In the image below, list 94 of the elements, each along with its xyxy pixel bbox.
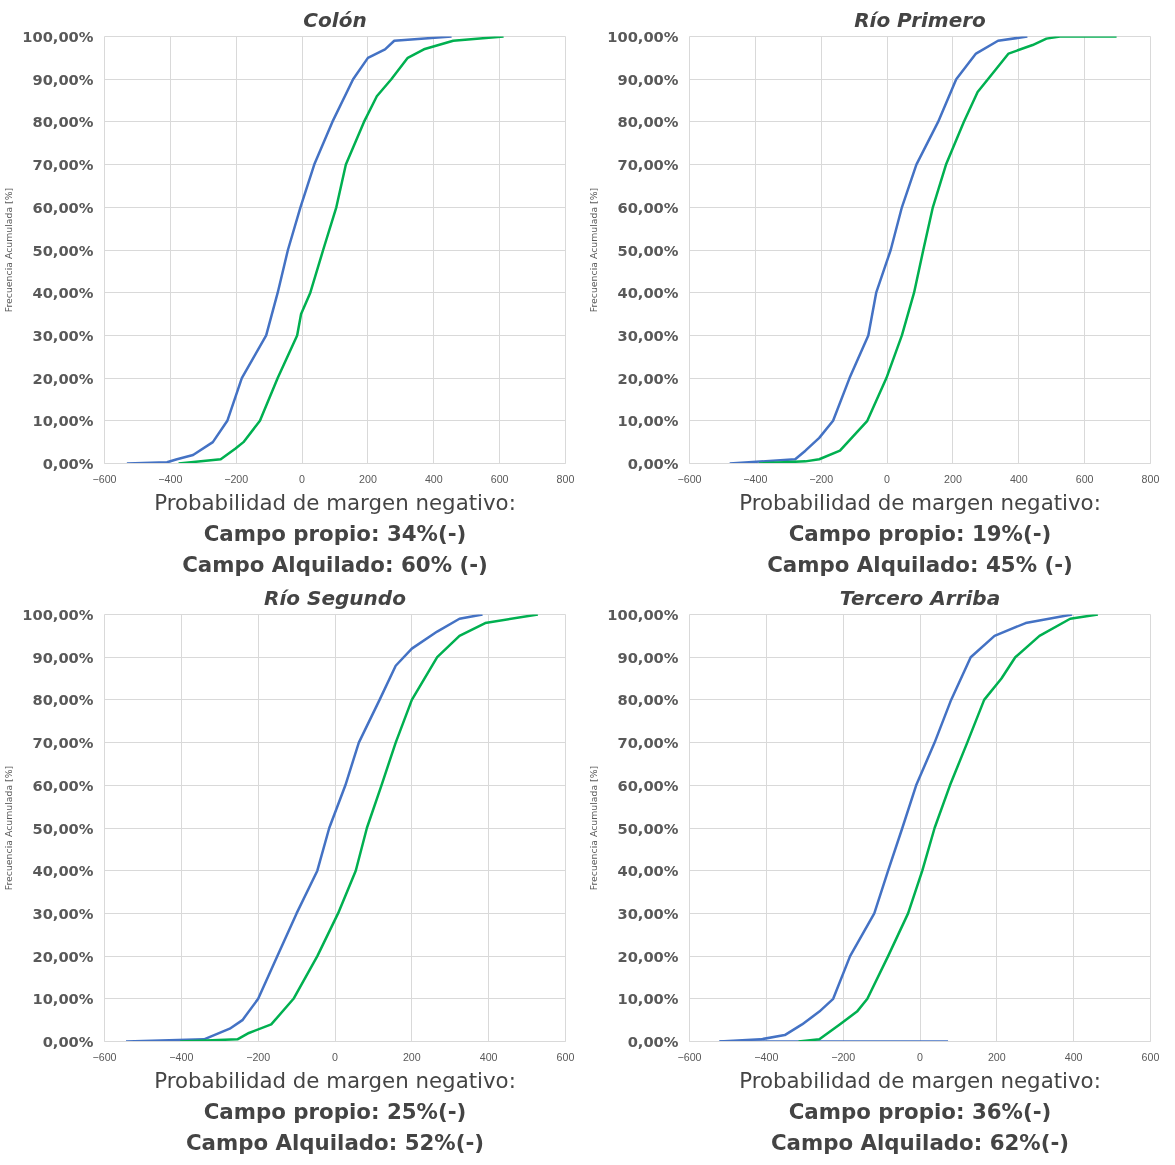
y-tick-label: 70,00% <box>32 734 94 752</box>
y-tick-label: 60,00% <box>617 198 679 216</box>
x-tick-label: −400 <box>754 1050 779 1063</box>
y-tick-label: 90,00% <box>32 648 94 666</box>
y-tick-label: 0,00% <box>42 455 94 472</box>
chart-title: Tercero Arriba <box>839 585 1001 610</box>
x-tick-label: 200 <box>987 1050 1006 1063</box>
x-tick-label: 200 <box>944 472 962 485</box>
y-tick-label: 0,00% <box>627 1033 679 1050</box>
y-tick-label: 30,00% <box>32 904 94 922</box>
x-tick-label: −200 <box>831 1050 856 1063</box>
y-tick-label: 100,00% <box>22 606 94 623</box>
x-tick-label: 200 <box>359 472 377 485</box>
y-tick-label: 60,00% <box>32 198 94 216</box>
y-tick-label: 60,00% <box>617 776 679 794</box>
y-tick-label: 80,00% <box>32 113 94 131</box>
y-tick-label: 80,00% <box>32 691 94 709</box>
y-tick-label: 50,00% <box>32 241 94 259</box>
y-tick-label: 90,00% <box>617 70 679 88</box>
text: Campo Alquilado: 62%(-) <box>770 1129 1070 1155</box>
text: Campo Alquilado: 60% (-) <box>182 551 488 577</box>
x-tick-label: −400 <box>158 472 183 485</box>
y-tick-label: 40,00% <box>617 284 679 302</box>
y-tick-label: 30,00% <box>32 326 94 344</box>
y-tick-label: 90,00% <box>617 648 679 666</box>
chart-title: Río Primero <box>854 7 987 32</box>
text: Probabilidad de margen negativo: <box>739 1067 1101 1093</box>
chart-title: Río Segundo <box>264 585 407 610</box>
y-tick-label: 100,00% <box>22 28 94 45</box>
x-tick-label: 600 <box>556 1050 575 1063</box>
text: Campo propio: 36%(-) <box>788 1098 1052 1124</box>
y-tick-label: 70,00% <box>617 734 679 752</box>
x-tick-label: −400 <box>169 1050 194 1063</box>
x-tick-label: 400 <box>1009 472 1028 485</box>
y-tick-label: 50,00% <box>617 241 679 259</box>
x-tick-label: 400 <box>424 472 443 485</box>
x-tick-label: −200 <box>224 472 249 485</box>
y-tick-label: 20,00% <box>617 947 679 965</box>
y-tick-label: 50,00% <box>617 819 679 837</box>
y-axis-title: Frecuencia Acumulada [%] <box>3 187 15 313</box>
x-tick-label: −600 <box>92 472 117 485</box>
y-tick-label: 40,00% <box>32 862 94 880</box>
x-tick-label: 600 <box>490 472 509 485</box>
x-tick-label: 600 <box>1075 472 1094 485</box>
y-axis-title: Frecuencia Acumulada [%] <box>588 187 600 313</box>
y-tick-label: 100,00% <box>607 28 679 45</box>
text: Probabilidad de margen negativo: <box>154 1067 516 1093</box>
y-tick-label: 10,00% <box>32 990 94 1008</box>
y-tick-label: 0,00% <box>42 1033 94 1050</box>
y-tick-label: 40,00% <box>617 862 679 880</box>
text: Campo Alquilado: 52%(-) <box>185 1129 485 1155</box>
text: Campo propio: 34%(-) <box>203 520 467 546</box>
x-tick-label: 800 <box>1141 472 1160 485</box>
y-tick-label: 70,00% <box>617 156 679 174</box>
y-tick-label: 70,00% <box>32 156 94 174</box>
x-tick-label: 0 <box>917 1050 924 1063</box>
text: Probabilidad de margen negativo: <box>154 489 516 515</box>
x-tick-label: 400 <box>1064 1050 1083 1063</box>
x-tick-label: −600 <box>92 1050 117 1063</box>
y-axis-title: Frecuencia Acumulada [%] <box>3 765 15 891</box>
x-tick-label: 0 <box>332 1050 339 1063</box>
x-tick-label: −400 <box>743 472 768 485</box>
x-tick-label: 600 <box>1141 1050 1160 1063</box>
text: Campo propio: 25%(-) <box>203 1098 467 1124</box>
x-tick-label: 0 <box>299 472 306 485</box>
y-tick-label: 60,00% <box>32 776 94 794</box>
y-tick-label: 20,00% <box>32 947 94 965</box>
x-tick-label: 400 <box>479 1050 498 1063</box>
y-tick-label: 80,00% <box>617 691 679 709</box>
text: Campo Alquilado: 45% (-) <box>767 551 1073 577</box>
x-tick-label: 200 <box>402 1050 421 1063</box>
y-tick-label: 10,00% <box>32 412 94 430</box>
y-tick-label: 50,00% <box>32 819 94 837</box>
x-tick-label: 800 <box>556 472 575 485</box>
x-tick-label: −200 <box>246 1050 271 1063</box>
text: Campo propio: 19%(-) <box>788 520 1052 546</box>
y-tick-label: 30,00% <box>617 904 679 922</box>
y-tick-label: 0,00% <box>627 455 679 472</box>
x-tick-label: −200 <box>809 472 834 485</box>
chart-title: Colón <box>303 7 367 32</box>
x-tick-label: −600 <box>677 472 702 485</box>
y-tick-label: 40,00% <box>32 284 94 302</box>
y-axis-title: Frecuencia Acumulada [%] <box>588 765 600 891</box>
y-tick-label: 10,00% <box>617 990 679 1008</box>
y-tick-label: 80,00% <box>617 113 679 131</box>
y-tick-label: 20,00% <box>32 369 94 387</box>
x-tick-label: −600 <box>677 1050 702 1063</box>
y-tick-label: 90,00% <box>32 70 94 88</box>
y-tick-label: 20,00% <box>617 369 679 387</box>
y-tick-label: 100,00% <box>607 606 679 623</box>
y-tick-label: 10,00% <box>617 412 679 430</box>
text: Probabilidad de margen negativo: <box>739 489 1101 515</box>
y-tick-label: 30,00% <box>617 326 679 344</box>
x-tick-label: 0 <box>884 472 891 485</box>
